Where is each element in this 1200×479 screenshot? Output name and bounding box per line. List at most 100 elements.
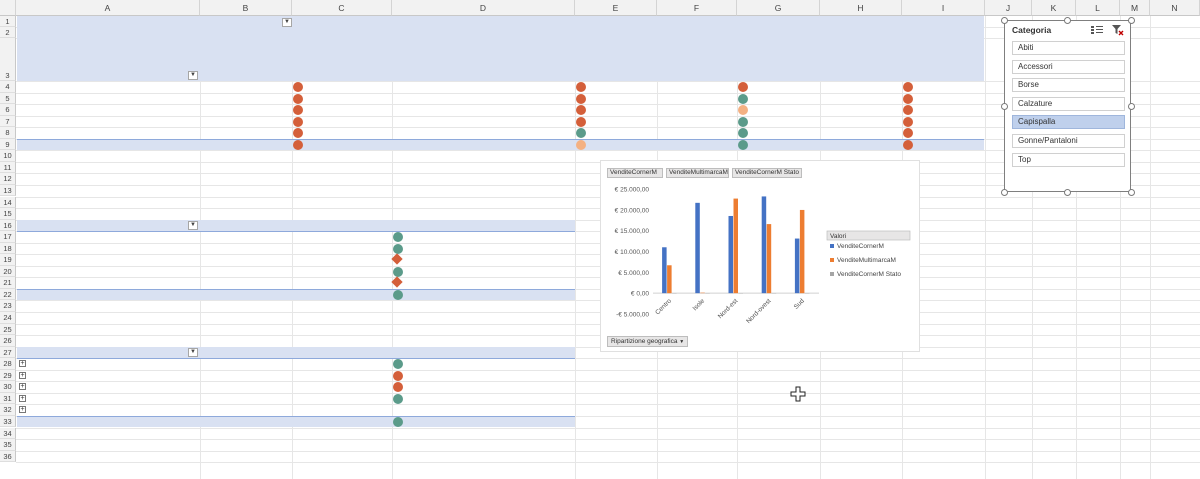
expand-plus-icon[interactable]: +: [19, 394, 26, 402]
column-header-h[interactable]: H: [820, 0, 902, 16]
row-header[interactable]: 3: [0, 38, 16, 81]
row-header[interactable]: 5: [0, 92, 16, 105]
row-header[interactable]: 16: [0, 219, 16, 232]
row-header[interactable]: 34: [0, 427, 16, 440]
resize-handle[interactable]: [1128, 189, 1135, 196]
column-header-a[interactable]: A: [16, 0, 200, 16]
column-header-n[interactable]: N: [1150, 0, 1200, 16]
expand-plus-icon[interactable]: +: [19, 383, 26, 391]
filter-dropdown-button[interactable]: ▼: [282, 18, 292, 27]
row-header[interactable]: 9: [0, 138, 16, 151]
resize-handle[interactable]: [1128, 17, 1135, 24]
row-header[interactable]: 27: [0, 346, 16, 359]
slicer-item[interactable]: Gonne/Pantaloni: [1012, 134, 1125, 148]
row-header[interactable]: 6: [0, 104, 16, 116]
resize-handle[interactable]: [1064, 17, 1071, 24]
row-header[interactable]: 35: [0, 439, 16, 451]
legend-entry: VenditeCornerM: [837, 243, 884, 250]
row-header[interactable]: 4: [0, 81, 16, 93]
chart-field-chip[interactable]: VenditeCornerM Stato: [732, 168, 802, 178]
filter-dropdown-button[interactable]: ▼: [188, 347, 198, 357]
resize-handle[interactable]: [1001, 17, 1008, 24]
row-header[interactable]: 32: [0, 404, 16, 416]
table-border: [17, 138, 984, 140]
row-header[interactable]: 11: [0, 161, 16, 174]
table-border: [17, 231, 575, 233]
slicer-item[interactable]: Borse: [1012, 78, 1125, 93]
row-header[interactable]: 33: [0, 415, 16, 428]
table-border: [17, 358, 575, 360]
axis-field-button[interactable]: Ripartizione geografica ▼: [607, 336, 689, 347]
select-all-corner[interactable]: [0, 0, 16, 16]
row-header[interactable]: 29: [0, 369, 16, 382]
chart-field-chip[interactable]: VenditeCornerM: [607, 168, 663, 178]
expand-plus-icon[interactable]: +: [19, 360, 26, 368]
filter-dropdown-button[interactable]: ▼: [188, 71, 198, 80]
multiselect-icon[interactable]: [1091, 24, 1103, 35]
row-header[interactable]: 13: [0, 184, 16, 197]
row-header[interactable]: 18: [0, 242, 16, 255]
status-indicator-icon: [293, 116, 303, 127]
row-header[interactable]: 28: [0, 358, 16, 370]
bar-VenditeCornerM: [794, 238, 800, 294]
row-header[interactable]: 21: [0, 277, 16, 289]
row-header[interactable]: 12: [0, 173, 16, 185]
bar-VenditeCornerM: [761, 196, 767, 294]
slicer-item[interactable]: Capispalla: [1012, 115, 1125, 130]
row-header[interactable]: 2: [0, 27, 16, 38]
x-tick-label: Isole: [692, 297, 707, 312]
row-header[interactable]: 17: [0, 231, 16, 243]
gridline: [16, 415, 1200, 417]
legend-swatch: [830, 244, 834, 248]
slicer-item[interactable]: Top: [1012, 152, 1125, 167]
clear-filter-icon[interactable]: [1111, 24, 1124, 36]
column-header-b[interactable]: B: [200, 0, 292, 16]
resize-handle[interactable]: [1128, 103, 1135, 110]
gridline: [16, 427, 1200, 429]
column-header-f[interactable]: F: [657, 0, 737, 16]
slicer-categoria[interactable]: Categoria Abiti Accessori Borse Calzature Ca…: [1004, 20, 1131, 192]
row-header[interactable]: 8: [0, 127, 16, 139]
column-header-k[interactable]: K: [1032, 0, 1076, 16]
filter-dropdown-button[interactable]: ▼: [188, 220, 198, 230]
status-indicator-icon: [738, 105, 748, 116]
row-header[interactable]: 36: [0, 450, 16, 463]
chart-field-chip[interactable]: VenditeMultimarcaM: [666, 168, 729, 178]
row-header[interactable]: 24: [0, 312, 16, 324]
column-header-l[interactable]: L: [1076, 0, 1120, 16]
row-header[interactable]: 22: [0, 288, 16, 301]
status-indicator-icon: [738, 93, 748, 104]
column-header-i[interactable]: I: [902, 0, 985, 16]
row-header[interactable]: 1: [0, 16, 16, 27]
resize-handle[interactable]: [1064, 189, 1071, 196]
slicer-item[interactable]: Accessori: [1012, 59, 1125, 74]
row-header[interactable]: 10: [0, 150, 16, 162]
column-header-g[interactable]: G: [737, 0, 820, 16]
row-header[interactable]: 15: [0, 208, 16, 220]
resize-handle[interactable]: [1001, 189, 1008, 196]
column-header-c[interactable]: C: [292, 0, 392, 16]
row-header[interactable]: 23: [0, 300, 16, 312]
column-header-j[interactable]: J: [985, 0, 1032, 16]
row-header[interactable]: 31: [0, 392, 16, 405]
x-tick-label: Nord-ovest: [745, 297, 773, 325]
expand-plus-icon[interactable]: +: [19, 371, 26, 379]
row-header[interactable]: 26: [0, 335, 16, 347]
row-header[interactable]: 20: [0, 265, 16, 278]
expand-plus-icon[interactable]: +: [19, 406, 26, 414]
row-header[interactable]: 14: [0, 196, 16, 209]
row-header[interactable]: 19: [0, 254, 16, 266]
column-header-d[interactable]: D: [392, 0, 575, 16]
gridline: [16, 369, 1200, 371]
row-header[interactable]: 30: [0, 381, 16, 393]
resize-handle[interactable]: [1001, 103, 1008, 110]
row-header[interactable]: 7: [0, 115, 16, 128]
slicer-item[interactable]: Abiti: [1012, 41, 1125, 55]
slicer-item[interactable]: Calzature: [1012, 96, 1125, 111]
column-header-m[interactable]: M: [1120, 0, 1150, 16]
column-header-e[interactable]: E: [575, 0, 657, 16]
row-header[interactable]: 25: [0, 323, 16, 336]
pivot-chart[interactable]: VenditeCornerM VenditeMultimarcaM VenditeC…: [600, 160, 920, 352]
status-indicator-icon: [391, 276, 403, 289]
